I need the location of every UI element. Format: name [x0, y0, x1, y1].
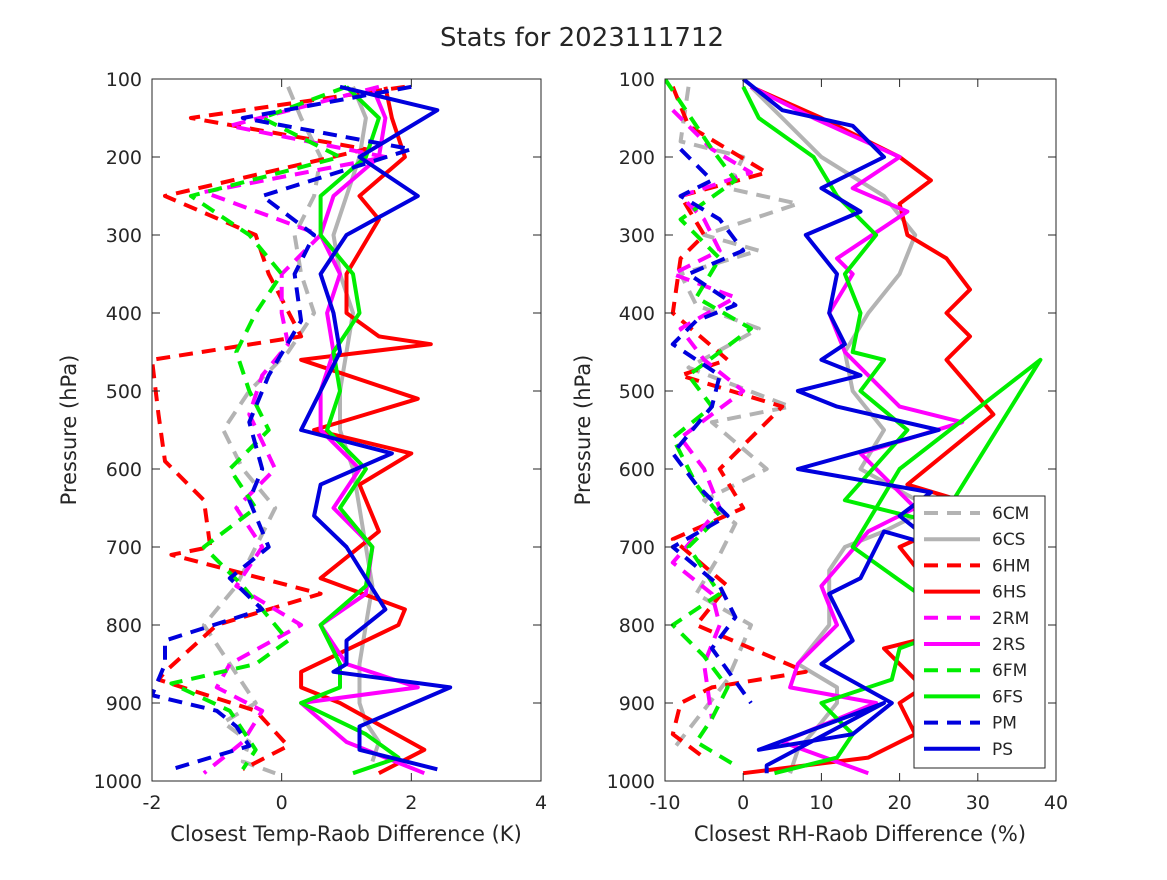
rh-y-tick-label: 300: [619, 225, 655, 247]
rh-y-tick-label: 800: [619, 615, 655, 637]
temp-panel: Closest Temp-Raob Difference (K) Pressur…: [57, 69, 547, 846]
temp-y-tick-label: 400: [106, 303, 142, 325]
temp-series-2rm: [201, 84, 388, 775]
legend-label-pm: PM: [992, 714, 1017, 734]
temp-series-ps: [299, 84, 453, 772]
temp-y-axis-label: Pressure (hPa): [57, 355, 81, 506]
legend-label-6cs: 6CS: [992, 530, 1025, 550]
temp-y-tick-label: 800: [106, 615, 142, 637]
legend-label-6hs: 6HS: [992, 583, 1026, 603]
temp-x-tick-label: 4: [535, 792, 547, 814]
temp-y-tick-label: 500: [106, 381, 142, 403]
legend-label-ps: PS: [992, 740, 1013, 760]
rh-y-tick-label: 400: [619, 303, 655, 325]
rh-y-tick-label: 500: [619, 381, 655, 403]
rh-series-6hm: [670, 86, 808, 760]
temp-y-tick-label: 600: [106, 459, 142, 481]
rh-y-tick-label: 1000: [607, 771, 655, 793]
temp-series-6fm: [169, 84, 348, 771]
temp-y-tick-label: 700: [106, 537, 142, 559]
rh-y-tick-label: 100: [619, 69, 655, 91]
rh-x-tick-label: 40: [1044, 792, 1068, 814]
legend-label-6cm: 6CM: [992, 504, 1029, 524]
rh-x-tick-label: 10: [809, 792, 833, 814]
temp-y-tick-label: 1000: [94, 771, 142, 793]
temp-x-tick-label: -2: [143, 792, 162, 814]
rh-y-tick-label: 700: [619, 537, 655, 559]
rh-y-axis-label: Pressure (hPa): [571, 355, 595, 506]
temp-series-6fs: [299, 85, 401, 776]
rh-series-2rs: [750, 85, 965, 776]
temp-y-tick-label: 200: [106, 147, 142, 169]
rh-x-tick-label: 20: [888, 792, 912, 814]
rh-x-tick-label: 0: [737, 792, 749, 814]
legend-label-2rs: 2RS: [992, 635, 1025, 655]
rh-x-tick-label: 30: [966, 792, 990, 814]
rh-y-tick-label: 900: [619, 693, 655, 715]
rh-y-tick-label: 200: [619, 147, 655, 169]
temp-series-pm: [152, 84, 414, 772]
legend-label-2rm: 2RM: [992, 609, 1029, 629]
rh-series-6cm: [671, 86, 800, 752]
rh-y-tick-label: 600: [619, 459, 655, 481]
rh-x-axis-label: Closest RH-Raob Difference (%): [694, 822, 1026, 846]
temp-axes-box: [151, 78, 542, 782]
rh-x-tick-label: -10: [649, 792, 680, 814]
temp-y-tick-label: 300: [106, 225, 142, 247]
rh-series-pm: [670, 147, 753, 705]
rh-series-ps: [741, 79, 941, 774]
temp-y-tick-label: 900: [106, 693, 142, 715]
temp-x-tick-label: 0: [276, 792, 288, 814]
temp-series-6hs: [299, 86, 433, 775]
temp-x-tick-label: 2: [405, 792, 417, 814]
temp-series-2rs: [299, 86, 426, 776]
rh-panel: Closest RH-Raob Difference (%) Pressure …: [571, 69, 1068, 846]
legend-label-6hm: 6HM: [992, 556, 1030, 576]
temp-x-axis-label: Closest Temp-Raob Difference (K): [170, 822, 522, 846]
rh-axes-box: [664, 78, 1057, 782]
legend: 6CM 6CS 6HM 6HS 2RM 2RS 6FM 6FS PM PS: [913, 495, 1046, 769]
legend-label-6fm: 6FM: [992, 661, 1027, 681]
figure-title: Stats for 2023111712: [440, 23, 724, 53]
rh-series-6fs: [741, 85, 1043, 776]
legend-label-6fs: 6FS: [992, 687, 1023, 707]
temp-y-tick-label: 100: [106, 69, 142, 91]
temp-series-group: [152, 84, 453, 776]
